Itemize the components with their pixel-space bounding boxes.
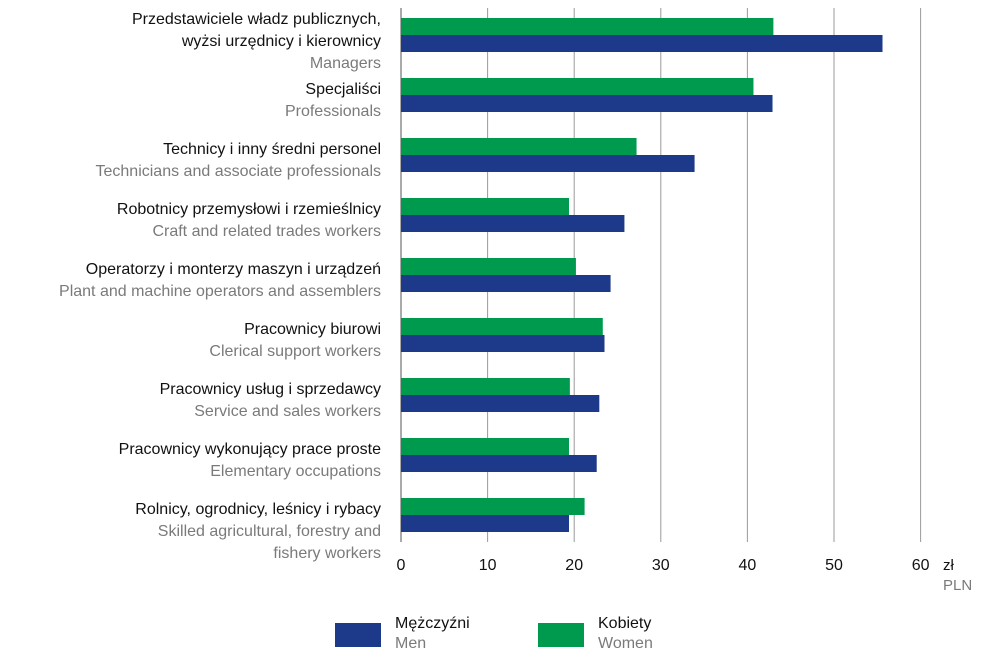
unit-label-en: PLN bbox=[943, 577, 972, 594]
bars bbox=[401, 18, 883, 532]
category-label: Skilled agricultural, forestry and bbox=[158, 523, 381, 540]
legend-swatch-men bbox=[335, 623, 381, 647]
bar-men bbox=[401, 455, 597, 472]
category-label: Clerical support workers bbox=[209, 343, 381, 360]
category-label: Rolnicy, ogrodnicy, leśnicy i rybacy bbox=[135, 501, 381, 518]
bar-women bbox=[401, 18, 774, 35]
bar-men bbox=[401, 275, 611, 292]
bar-men bbox=[401, 515, 570, 532]
bar-men bbox=[401, 95, 773, 112]
category-label: Service and sales workers bbox=[194, 403, 381, 420]
bar-men bbox=[401, 155, 695, 172]
category-label: Elementary occupations bbox=[210, 463, 381, 480]
x-tick-label: 10 bbox=[479, 557, 497, 574]
bar-women bbox=[401, 378, 570, 395]
bar-women bbox=[401, 438, 570, 455]
legend-label-women: Kobiety bbox=[598, 615, 652, 632]
bar-women bbox=[401, 318, 603, 335]
category-label: Pracownicy biurowi bbox=[244, 321, 381, 338]
category-label: Technicy i inny średni personel bbox=[163, 141, 381, 158]
x-tick-label: 40 bbox=[739, 557, 757, 574]
bar-women bbox=[401, 258, 576, 275]
category-label: Craft and related trades workers bbox=[152, 223, 381, 240]
unit-label: zł bbox=[943, 557, 955, 574]
bar-men bbox=[401, 395, 600, 412]
bar-women bbox=[401, 198, 570, 215]
category-labels: Przedstawiciele władz publicznych, wyżsi … bbox=[59, 11, 381, 562]
bar-women bbox=[401, 498, 585, 515]
category-label: wyżsi urzędnicy i kierownicy bbox=[181, 33, 381, 50]
x-tick-label: 20 bbox=[565, 557, 583, 574]
category-label: Technicians and associate professionals bbox=[96, 163, 382, 180]
category-label: Managers bbox=[310, 55, 381, 72]
x-tick-label: 60 bbox=[912, 557, 930, 574]
category-label: Przedstawiciele władz publicznych, bbox=[132, 11, 381, 28]
category-label: Pracownicy wykonujący prace proste bbox=[119, 441, 381, 458]
x-tick-label: 30 bbox=[652, 557, 670, 574]
category-label: Operatorzy i monterzy maszyn i urządzeń bbox=[86, 261, 381, 278]
category-label: Specjaliści bbox=[305, 81, 381, 98]
x-axis-ticks: 0 10 20 30 40 50 60 bbox=[397, 557, 930, 574]
legend-swatch-women bbox=[538, 623, 584, 647]
bar-men bbox=[401, 35, 883, 52]
category-label: Plant and machine operators and assemble… bbox=[59, 283, 381, 300]
legend-label-men: Mężczyźni bbox=[395, 615, 470, 632]
category-label: Professionals bbox=[285, 103, 381, 120]
legend-label-women-en: Women bbox=[598, 635, 653, 652]
category-label: fishery workers bbox=[273, 545, 381, 562]
bar-women bbox=[401, 138, 637, 155]
legend-label-men-en: Men bbox=[395, 635, 427, 652]
x-tick-label: 0 bbox=[397, 557, 406, 574]
bar-men bbox=[401, 215, 625, 232]
x-tick-label: 50 bbox=[825, 557, 843, 574]
category-label: Robotnicy przemysłowi i rzemieślnicy bbox=[117, 201, 381, 218]
category-label: Pracownicy usług i sprzedawcy bbox=[160, 381, 381, 398]
bar-women bbox=[401, 78, 754, 95]
bar-men bbox=[401, 335, 605, 352]
